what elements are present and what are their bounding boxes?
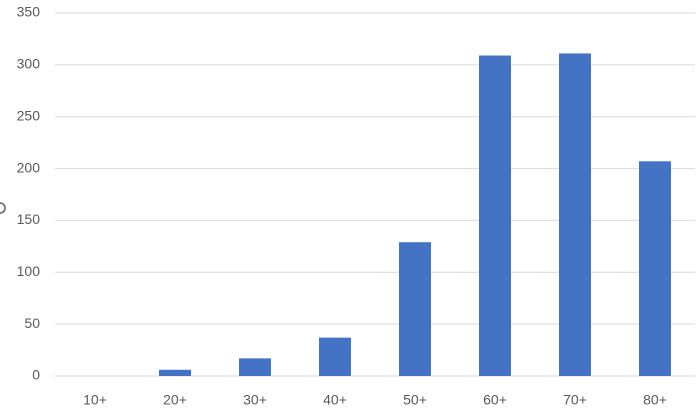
y-tick-label: 350 [17, 4, 41, 20]
x-tick-label: 40+ [323, 392, 347, 408]
x-tick-label: 60+ [483, 392, 507, 408]
bar [319, 337, 351, 376]
x-tick-label: 10+ [83, 392, 107, 408]
y-tick-label: 50 [24, 315, 40, 331]
x-tick-label: 70+ [563, 392, 587, 408]
bar [639, 161, 671, 376]
y-tick-label: 150 [17, 211, 41, 227]
bar [559, 53, 591, 376]
bar [239, 358, 271, 376]
x-tick-label: 20+ [163, 392, 187, 408]
bar [479, 55, 511, 376]
x-tick-label: 50+ [403, 392, 427, 408]
y-tick-label: 100 [17, 263, 41, 279]
bar [159, 369, 191, 376]
y-tick-label: 200 [17, 159, 41, 175]
y-tick-label: 0 [32, 367, 40, 383]
x-tick-label: 30+ [243, 392, 267, 408]
x-tick-label: 80+ [643, 392, 667, 408]
resize-handle [0, 202, 6, 214]
y-tick-label: 300 [17, 56, 41, 72]
y-tick-label: 250 [17, 107, 41, 123]
bar [399, 242, 431, 376]
